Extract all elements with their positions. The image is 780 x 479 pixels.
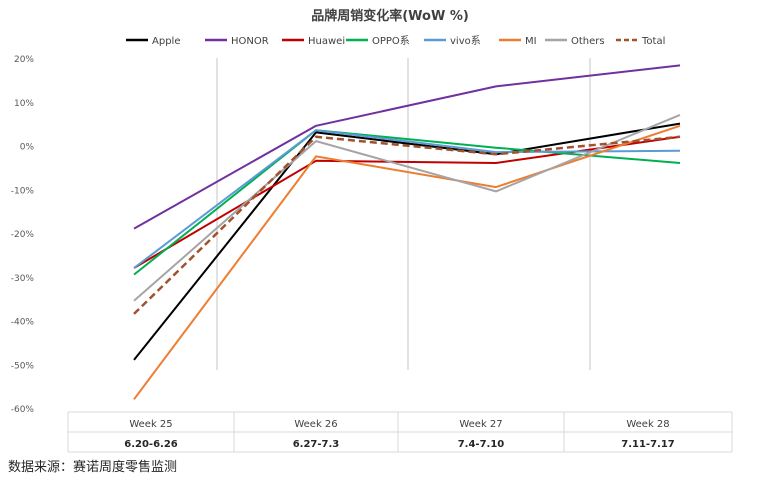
legend-label: Huawei bbox=[308, 36, 345, 47]
x-category-label: Week 27 bbox=[459, 419, 502, 430]
x-date-range-label: 7.11-7.17 bbox=[621, 439, 675, 450]
series-line-mi bbox=[133, 124, 681, 400]
legend-label: Apple bbox=[152, 36, 180, 47]
series-line-vivo bbox=[133, 129, 681, 269]
x-category-label: Week 26 bbox=[294, 419, 337, 430]
plot-area bbox=[133, 64, 681, 400]
legend-label: MI bbox=[525, 36, 537, 47]
y-tick-label: 10% bbox=[14, 99, 34, 109]
y-tick-label: -30% bbox=[11, 274, 35, 284]
x-date-range-label: 7.4-7.10 bbox=[458, 439, 505, 450]
y-tick-label: 0% bbox=[20, 143, 35, 153]
x-date-range-label: 6.20-6.26 bbox=[124, 439, 178, 450]
legend-label: vivo系 bbox=[450, 35, 481, 47]
y-tick-label: -20% bbox=[11, 230, 35, 240]
gridlines bbox=[216, 58, 591, 370]
y-axis: -60% -50% -40% -30% -20% -10% 0% 10% 20% bbox=[11, 55, 35, 415]
legend-label: HONOR bbox=[231, 36, 269, 47]
y-tick-label: -10% bbox=[11, 186, 35, 196]
x-axis-table: Week 25 6.20-6.26 Week 26 6.27-7.3 Week 27 7.… bbox=[67, 411, 733, 453]
series-line-total bbox=[133, 135, 681, 315]
x-category-label: Week 28 bbox=[626, 419, 669, 430]
series-line-huawei bbox=[133, 135, 681, 269]
legend-label: OPPO系 bbox=[372, 35, 410, 47]
legend-label: Total bbox=[641, 36, 665, 47]
y-tick-label: 20% bbox=[14, 55, 34, 65]
x-category-label: Week 25 bbox=[129, 419, 172, 430]
series-line-others bbox=[133, 113, 681, 302]
y-tick-label: -40% bbox=[11, 318, 35, 328]
legend-label: Others bbox=[571, 36, 605, 47]
legend: Apple HONOR Huawei OPPO系 vivo系 MI Others Total bbox=[126, 35, 665, 47]
chart-title: 品牌周销变化率(WoW %) bbox=[311, 8, 469, 24]
x-date-range-label: 6.27-7.3 bbox=[293, 439, 340, 450]
series-line-apple bbox=[133, 122, 681, 361]
data-source-note: 数据来源：赛诺周度零售监测 bbox=[8, 460, 178, 475]
y-tick-label: -60% bbox=[11, 405, 35, 415]
series-line-oppo bbox=[133, 129, 681, 276]
y-tick-label: -50% bbox=[11, 361, 35, 371]
series-line-honor bbox=[133, 64, 681, 230]
